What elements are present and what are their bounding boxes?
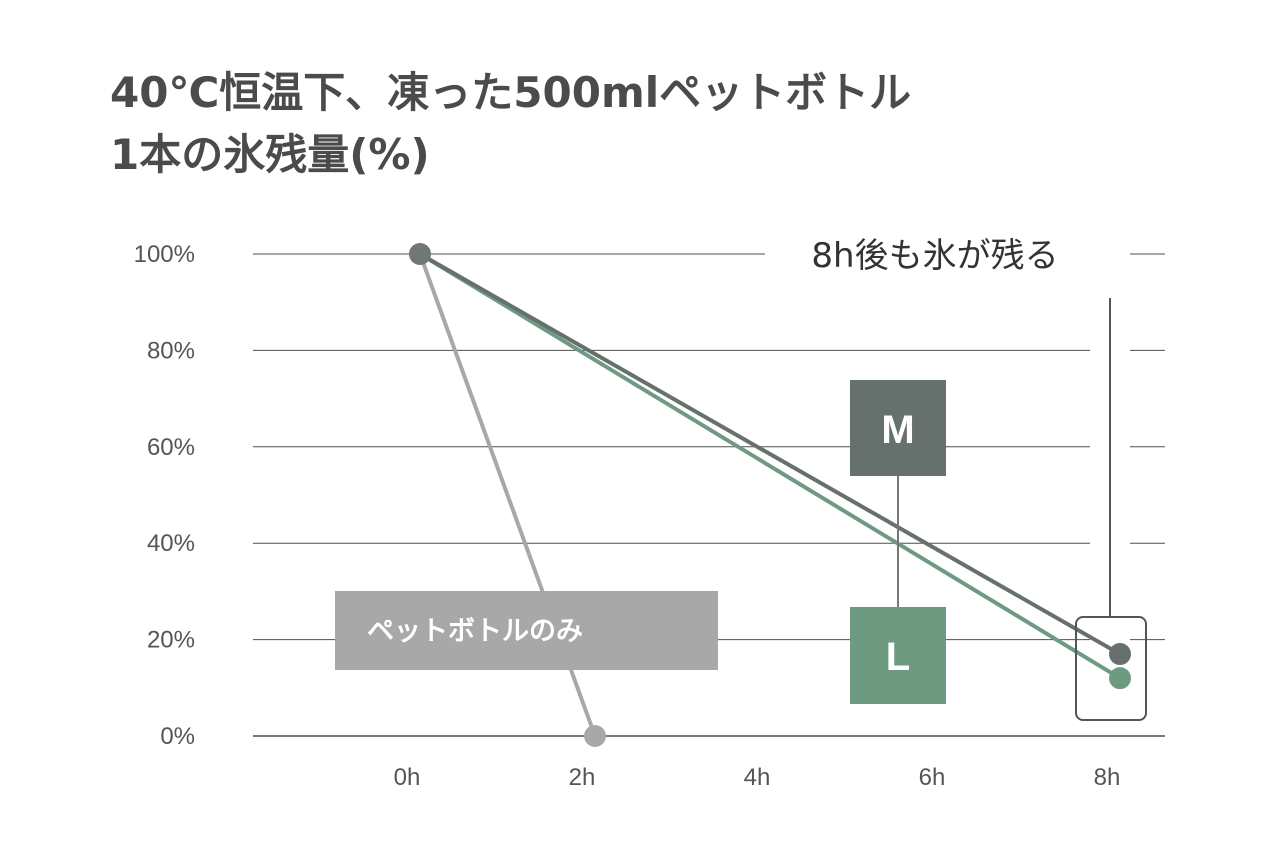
- x-tick-label: 4h: [744, 764, 771, 791]
- x-tick-label: 8h: [1094, 764, 1121, 791]
- x-tick-label: 2h: [569, 764, 596, 791]
- petbottle-label: ペットボトルのみ: [367, 616, 583, 647]
- y-tick-label: 0%: [160, 723, 195, 750]
- chart-title-line1: 40℃恒温下、凍った500mlペットボトル: [110, 68, 912, 117]
- data-point: [1109, 667, 1131, 690]
- y-tick-label: 20%: [147, 627, 195, 654]
- y-tick-label: 100%: [134, 241, 195, 268]
- x-axis-ticks: 0h 2h 4h 6h 8h: [394, 764, 1121, 791]
- endpoint-highlight-box: [1075, 616, 1147, 721]
- y-tick-label: 60%: [147, 434, 195, 461]
- y-axis-ticks: 0% 20% 40% 60% 80% 100%: [134, 241, 195, 750]
- grid-lines: [253, 253, 1165, 737]
- x-tick-label: 0h: [394, 764, 421, 791]
- l-label: L: [886, 635, 910, 679]
- data-point: [584, 725, 606, 747]
- series-line: [418, 252, 1122, 657]
- m-label-box: [850, 380, 946, 476]
- m-label: M: [881, 408, 914, 452]
- y-tick-label: 40%: [147, 530, 195, 557]
- l-label-box: [850, 607, 946, 704]
- x-tick-label: 6h: [919, 764, 946, 791]
- chart-title: 40℃恒温下、凍った500mlペットボトル 1本の氷残量(%): [110, 62, 911, 186]
- data-point-start: [409, 243, 431, 265]
- y-tick-label: 80%: [147, 337, 195, 364]
- data-point: [1109, 643, 1131, 666]
- series-points: [409, 243, 1131, 747]
- chart-title-line2: 1本の氷残量(%): [110, 130, 430, 179]
- series-line: [418, 252, 1122, 681]
- petbottle-label-box: [335, 591, 718, 670]
- annotation-ice-remains: 8h後も氷が残る: [811, 236, 1058, 276]
- series-labels: M L ペットボトルのみ: [335, 380, 946, 704]
